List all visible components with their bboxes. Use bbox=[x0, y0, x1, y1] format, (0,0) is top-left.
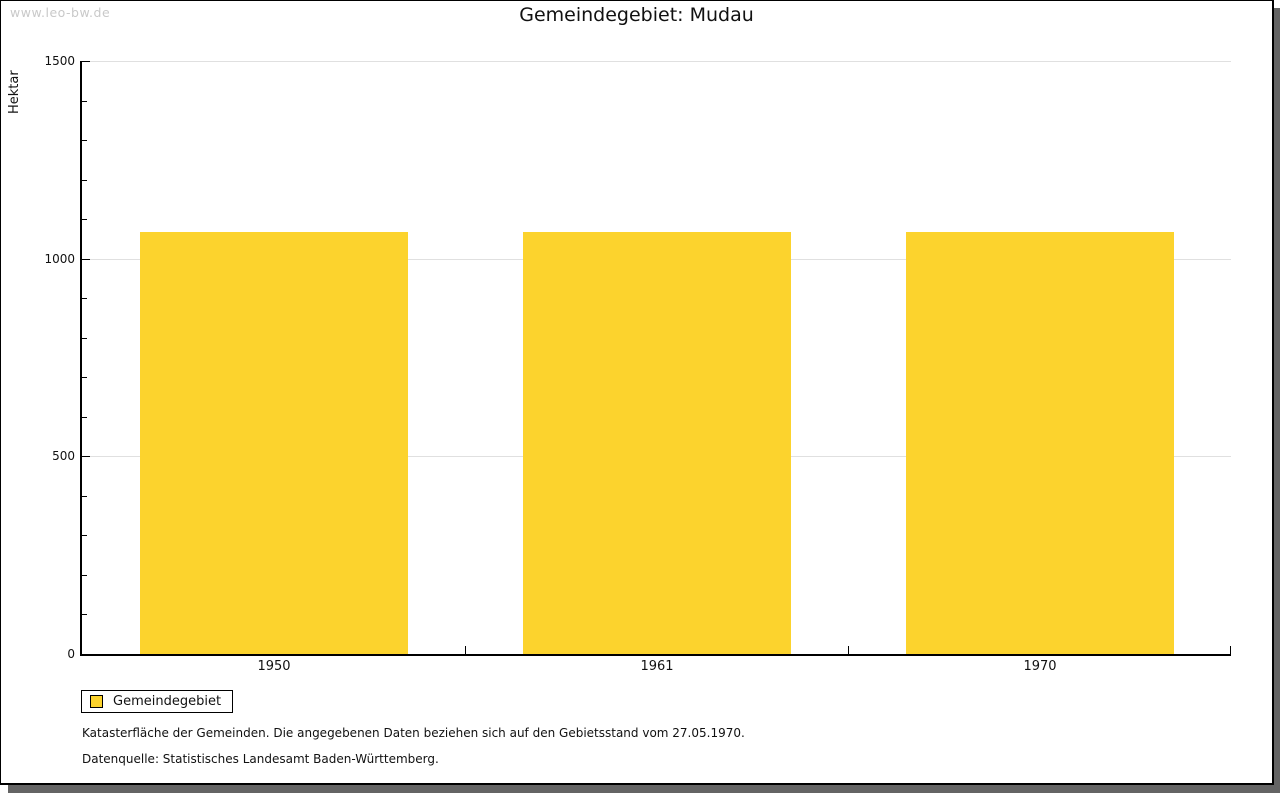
y-axis-major-tick bbox=[82, 259, 90, 260]
y-axis-minor-tick bbox=[82, 496, 87, 497]
x-axis-boundary-tick bbox=[848, 646, 849, 654]
source-note-line1: Katasterfläche der Gemeinden. Die angege… bbox=[82, 726, 745, 740]
y-axis-minor-tick bbox=[82, 377, 87, 378]
x-axis-end-tick bbox=[1230, 646, 1231, 654]
y-axis-tick-label: 0 bbox=[67, 647, 75, 661]
bar-1970 bbox=[906, 232, 1174, 654]
y-axis-minor-tick bbox=[82, 575, 87, 576]
y-axis-minor-tick bbox=[82, 180, 87, 181]
y-axis-minor-tick bbox=[82, 535, 87, 536]
y-axis-tick-label: 1000 bbox=[44, 252, 75, 266]
y-axis-minor-tick bbox=[82, 614, 87, 615]
plot-area: 0 500 1000 1500 1950 1961 1970 bbox=[44, 54, 1231, 674]
legend-box: Gemeindegebiet bbox=[81, 690, 234, 713]
x-axis-label-1961: 1961 bbox=[640, 659, 674, 674]
chart-title: Gemeindegebiet: Mudau bbox=[519, 4, 754, 26]
x-axis-label-1950: 1950 bbox=[257, 659, 291, 674]
y-axis-minor-tick bbox=[82, 298, 87, 299]
x-axis-boundary-tick bbox=[465, 646, 466, 654]
y-axis-major-tick bbox=[82, 61, 90, 62]
y-axis-minor-tick bbox=[82, 219, 87, 220]
source-note-line2: Datenquelle: Statistisches Landesamt Bad… bbox=[82, 752, 439, 766]
x-axis-label-1970: 1970 bbox=[1023, 659, 1057, 674]
y-axis-minor-tick bbox=[82, 417, 87, 418]
y-axis-tick-label: 1500 bbox=[44, 54, 75, 68]
y-axis-minor-tick bbox=[82, 338, 87, 339]
bar-1950 bbox=[140, 232, 408, 654]
legend-label: Gemeindegebiet bbox=[113, 694, 222, 709]
y-axis-minor-tick bbox=[82, 140, 87, 141]
y-axis-title: Hektar bbox=[7, 70, 22, 114]
gridline-1500 bbox=[82, 61, 1231, 62]
y-axis-major-tick bbox=[82, 456, 90, 457]
y-axis-minor-tick bbox=[82, 101, 87, 102]
y-axis-tick-label: 500 bbox=[52, 449, 75, 463]
bar-1961 bbox=[523, 232, 791, 654]
legend-swatch-icon bbox=[90, 695, 103, 708]
watermark-url: www.leo-bw.de bbox=[10, 5, 111, 20]
